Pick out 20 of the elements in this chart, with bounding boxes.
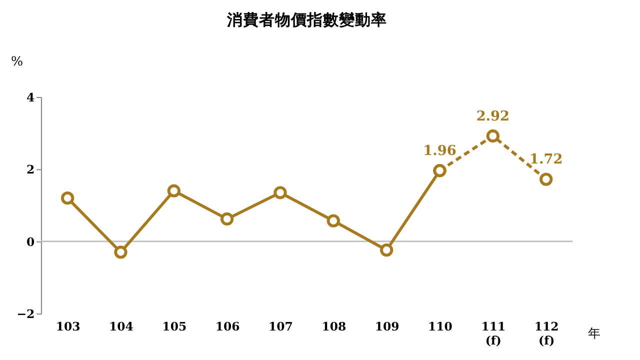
x-axis-title: 年 — [588, 325, 602, 340]
x-tick-label: 110 — [428, 320, 452, 334]
y-axis-title: % — [11, 53, 24, 68]
y-tick-label: 4 — [26, 90, 35, 104]
y-tick-label: 0 — [26, 234, 35, 249]
x-tick-label: 103 — [56, 320, 80, 334]
data-label: 2.92 — [476, 108, 510, 124]
x-tick-label: 106 — [215, 320, 240, 334]
x-tick-label: 107 — [268, 320, 293, 334]
y-tick-label: −2 — [16, 306, 35, 321]
x-tick-label: 108 — [322, 320, 346, 334]
x-tick-label: 111 (f) — [481, 320, 506, 348]
data-label: 1.72 — [529, 152, 563, 168]
x-tick-label: 109 — [374, 320, 400, 334]
x-tick-label: 105 — [162, 320, 187, 334]
data-label: 1.96 — [423, 143, 456, 160]
x-tick-label: 112 (f) — [534, 320, 559, 348]
chart-title: 消費者物價指數變動率 — [226, 10, 387, 29]
x-tick-label: 104 — [109, 320, 134, 334]
y-tick-label: 2 — [26, 162, 35, 177]
